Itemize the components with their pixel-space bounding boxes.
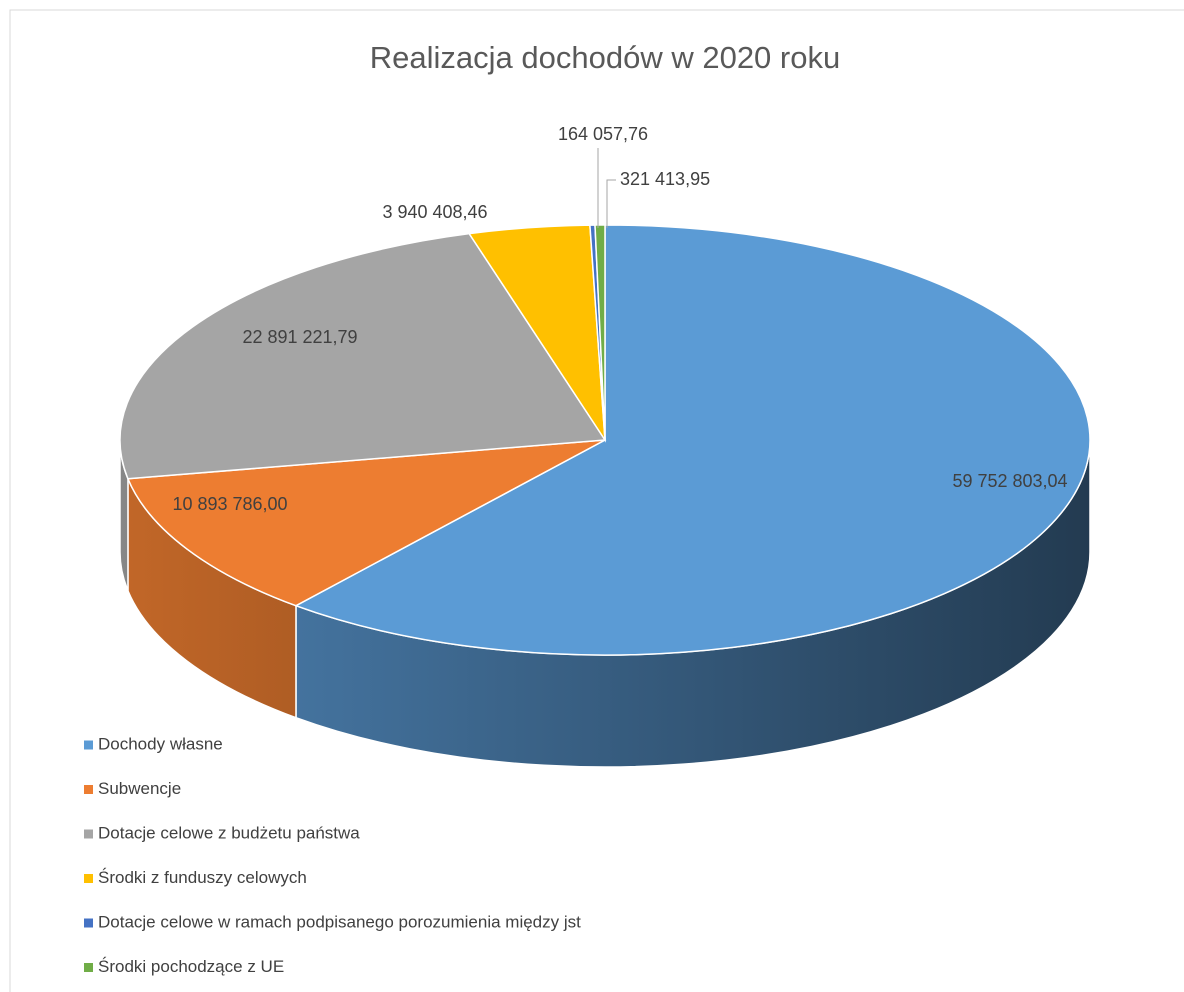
legend-swatch	[84, 740, 93, 750]
data-label: 59 752 803,04	[952, 471, 1067, 491]
legend-label: Środki z funduszy celowych	[98, 868, 307, 887]
slice	[294, 224, 1091, 656]
data-label: 3 940 408,46	[382, 202, 487, 222]
slice	[594, 224, 606, 441]
legend-swatch	[84, 829, 93, 839]
legend-label: Dochody własne	[98, 734, 223, 753]
legend-label: Dotacje celowe w ramach podpisanego poro…	[98, 912, 581, 931]
leader-line	[606, 179, 616, 228]
legend-swatch	[84, 963, 93, 972]
data-label: 164 057,76	[558, 124, 648, 144]
slice	[126, 439, 606, 607]
legend-swatch	[84, 918, 93, 928]
chart-title: Realizacja dochodów w 2020 roku	[370, 40, 840, 75]
legend-label: Środki pochodzące z UE	[98, 957, 284, 976]
legend-label: Dotacje celowe z budżetu państwa	[98, 823, 360, 842]
data-label: 321 413,95	[620, 169, 710, 189]
legend-swatch	[84, 874, 93, 883]
slice	[119, 232, 607, 480]
legend-label: Subwencje	[98, 779, 181, 798]
data-label: 22 891 221,79	[242, 327, 357, 347]
legend-swatch	[84, 785, 93, 794]
data-label: 10 893 786,00	[172, 494, 287, 514]
